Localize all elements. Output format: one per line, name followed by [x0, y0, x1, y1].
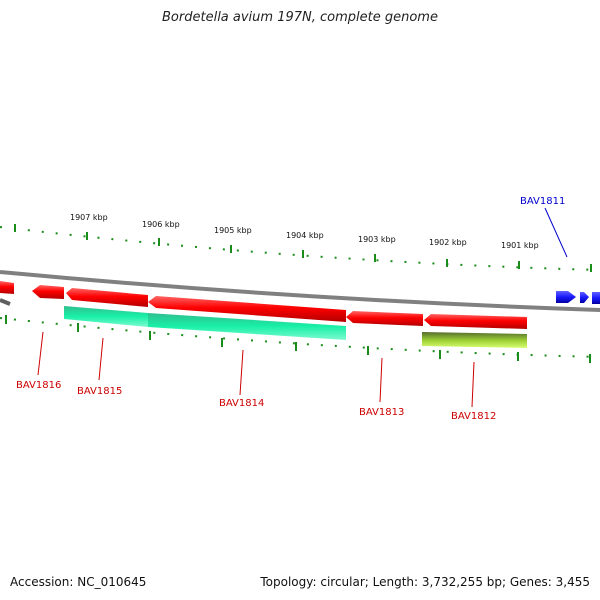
- reverse-genes: [0, 281, 527, 329]
- gene-bav1812-arrow[interactable]: [424, 314, 527, 329]
- gene-bav1811-arrow[interactable]: [556, 291, 576, 303]
- accession-text: Accession: NC_010645: [10, 575, 147, 589]
- gene-bav1809-arrow[interactable]: [592, 292, 600, 304]
- connector-bav1814: [239, 349, 244, 396]
- gene-bav1814-arrow[interactable]: [148, 296, 346, 322]
- tick-ring-inner: [0, 317, 600, 358]
- gene-label[interactable]: BAV1811: [520, 196, 565, 207]
- gene-label[interactable]: BAV1816: [16, 380, 61, 391]
- gene-label[interactable]: BAV1813: [359, 407, 404, 418]
- map-title: Bordetella avium 197N, complete genome: [162, 10, 438, 25]
- tick-label: 1903 kbp: [358, 235, 396, 244]
- gene-bav1813-arrow[interactable]: [346, 311, 423, 326]
- major-ticks-inner: [5, 315, 591, 363]
- genome-summary-text: Topology: circular; Length: 3,732,255 bp…: [260, 575, 590, 589]
- backbone-inner: [0, 298, 11, 306]
- rna-bav1814[interactable]: [148, 313, 346, 340]
- tick-label: 1906 kbp: [142, 220, 180, 229]
- connector-bav1813: [379, 357, 383, 403]
- tick-label: 1907 kbp: [70, 213, 108, 222]
- tick-label: 1904 kbp: [286, 231, 324, 240]
- tick-label: 1902 kbp: [429, 238, 467, 247]
- rna-bav1815[interactable]: [64, 306, 148, 327]
- forward-genes: [556, 291, 600, 304]
- gene-bav1816-arrow[interactable]: [32, 285, 64, 299]
- gene-bav1810-arrow[interactable]: [580, 292, 589, 303]
- major-ticks-outer: [14, 224, 592, 272]
- tick-ring-outer: [0, 226, 600, 271]
- gene-bav1815-arrow[interactable]: [66, 288, 148, 307]
- tick-label: 1901 kbp: [501, 241, 539, 250]
- connector-bav1816: [37, 331, 44, 376]
- connector-bav1812: [471, 361, 475, 408]
- gene-label[interactable]: BAV1814: [219, 398, 264, 409]
- gene-labels: BAV1816 BAV1815 BAV1814 BAV1813 BAV1812 …: [16, 196, 565, 422]
- gene-label[interactable]: BAV1815: [77, 386, 122, 397]
- gene-bav1817-arrow[interactable]: [0, 281, 14, 294]
- tick-label: 1905 kbp: [214, 226, 252, 235]
- backbone-outer: [0, 270, 600, 312]
- rna-bav1812[interactable]: [422, 332, 527, 348]
- connector-bav1811: [544, 207, 568, 258]
- gene-label[interactable]: BAV1812: [451, 411, 496, 422]
- rna-tracks: [64, 306, 527, 348]
- tick-labels: 1907 kbp 1906 kbp 1905 kbp 1904 kbp 1903…: [70, 213, 539, 250]
- label-connectors: [37, 207, 568, 408]
- connector-bav1815: [98, 337, 104, 381]
